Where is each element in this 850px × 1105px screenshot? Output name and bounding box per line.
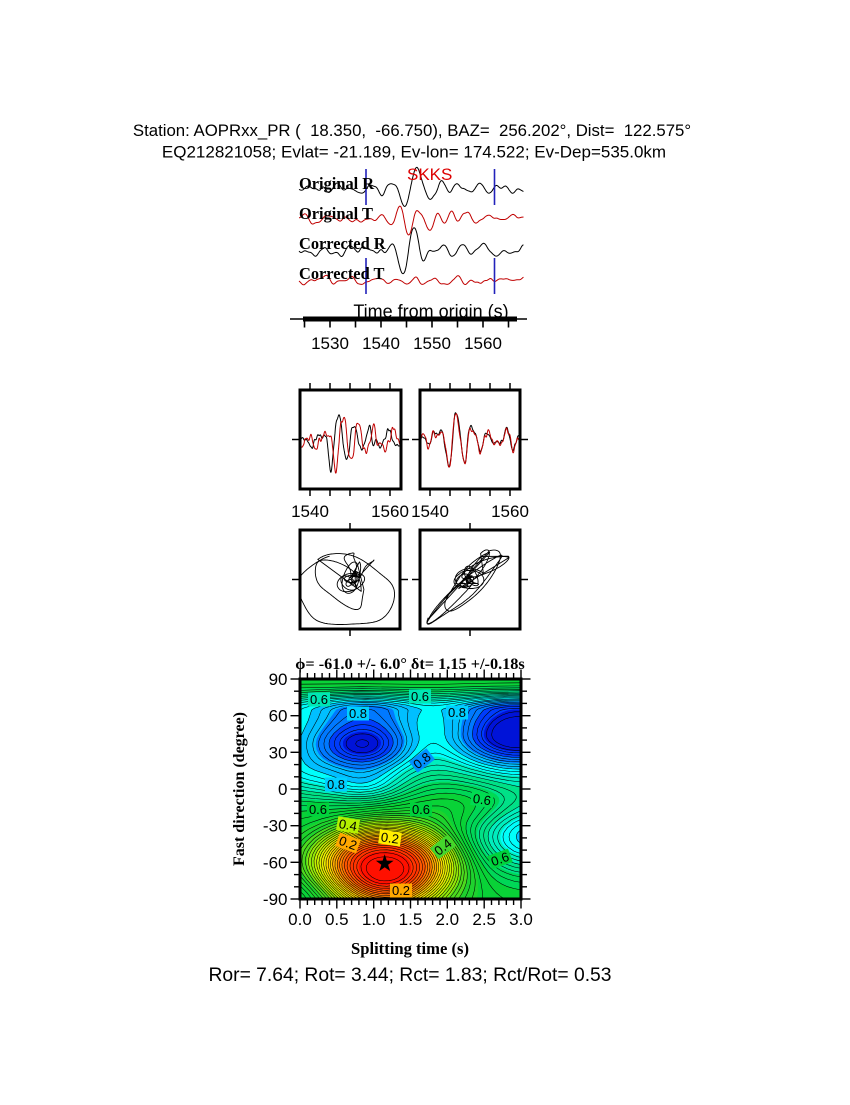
svg-text:ϕ= -61.0 +/- 6.0° δt= 1.15 +/-: ϕ= -61.0 +/- 6.0° δt= 1.15 +/-0.18s: [295, 654, 525, 673]
svg-text:90: 90: [269, 670, 288, 689]
svg-text:Corrected T: Corrected T: [299, 264, 384, 283]
svg-text:0.4: 0.4: [338, 816, 358, 834]
svg-text:Time from origin (s): Time from origin (s): [353, 302, 508, 322]
svg-text:2.5: 2.5: [472, 910, 496, 929]
svg-text:1540: 1540: [411, 502, 449, 521]
svg-text:0.2: 0.2: [380, 829, 400, 846]
svg-text:3.0: 3.0: [509, 910, 533, 929]
svg-text:0.0: 0.0: [288, 910, 312, 929]
svg-text:Fast direction (degree): Fast direction (degree): [231, 712, 248, 866]
svg-text:-60: -60: [263, 853, 288, 872]
svg-text:Corrected R: Corrected R: [299, 234, 386, 253]
svg-text:0.6: 0.6: [411, 689, 429, 704]
svg-text:SKKS: SKKS: [407, 165, 452, 184]
svg-text:EQ212821058; Evlat= -21.189, E: EQ212821058; Evlat= -21.189, Ev-lon= 174…: [162, 143, 666, 162]
svg-text:-30: -30: [263, 817, 288, 836]
svg-text:0: 0: [278, 780, 287, 799]
svg-text:1560: 1560: [464, 334, 502, 353]
svg-text:0.6: 0.6: [412, 802, 430, 817]
svg-text:-90: -90: [263, 890, 288, 909]
svg-text:1560: 1560: [371, 502, 409, 521]
svg-text:Original T: Original T: [299, 204, 373, 223]
svg-text:0.6: 0.6: [310, 692, 328, 707]
svg-text:2.0: 2.0: [435, 910, 459, 929]
svg-text:Ror= 7.64; Rot= 3.44; Rct= 1.8: Ror= 7.64; Rot= 3.44; Rct= 1.83; Rct/Rot…: [209, 965, 612, 986]
svg-text:30: 30: [269, 743, 288, 762]
svg-text:0.6: 0.6: [309, 802, 327, 817]
svg-text:1530: 1530: [311, 334, 349, 353]
svg-text:0.8: 0.8: [448, 705, 466, 720]
svg-text:Original R: Original R: [299, 174, 374, 193]
svg-text:1560: 1560: [491, 502, 529, 521]
svg-text:Splitting time (s): Splitting time (s): [351, 939, 469, 958]
svg-text:0.5: 0.5: [325, 910, 349, 929]
svg-text:60: 60: [269, 707, 288, 726]
svg-text:0.8: 0.8: [349, 706, 367, 721]
svg-text:0.6: 0.6: [489, 849, 511, 869]
svg-text:0.8: 0.8: [327, 777, 345, 792]
svg-text:0.6: 0.6: [472, 791, 492, 808]
svg-text:1.0: 1.0: [362, 910, 386, 929]
svg-text:0.2: 0.2: [392, 883, 410, 898]
svg-text:1.5: 1.5: [399, 910, 423, 929]
svg-text:1540: 1540: [362, 334, 400, 353]
svg-text:1540: 1540: [291, 502, 329, 521]
svg-text:Station: AOPRxx_PR ( 18.350,: Station: AOPRxx_PR ( 18.350, -66.750), B…: [133, 121, 691, 140]
svg-text:0.2: 0.2: [337, 833, 359, 853]
svg-text:1550: 1550: [413, 334, 451, 353]
